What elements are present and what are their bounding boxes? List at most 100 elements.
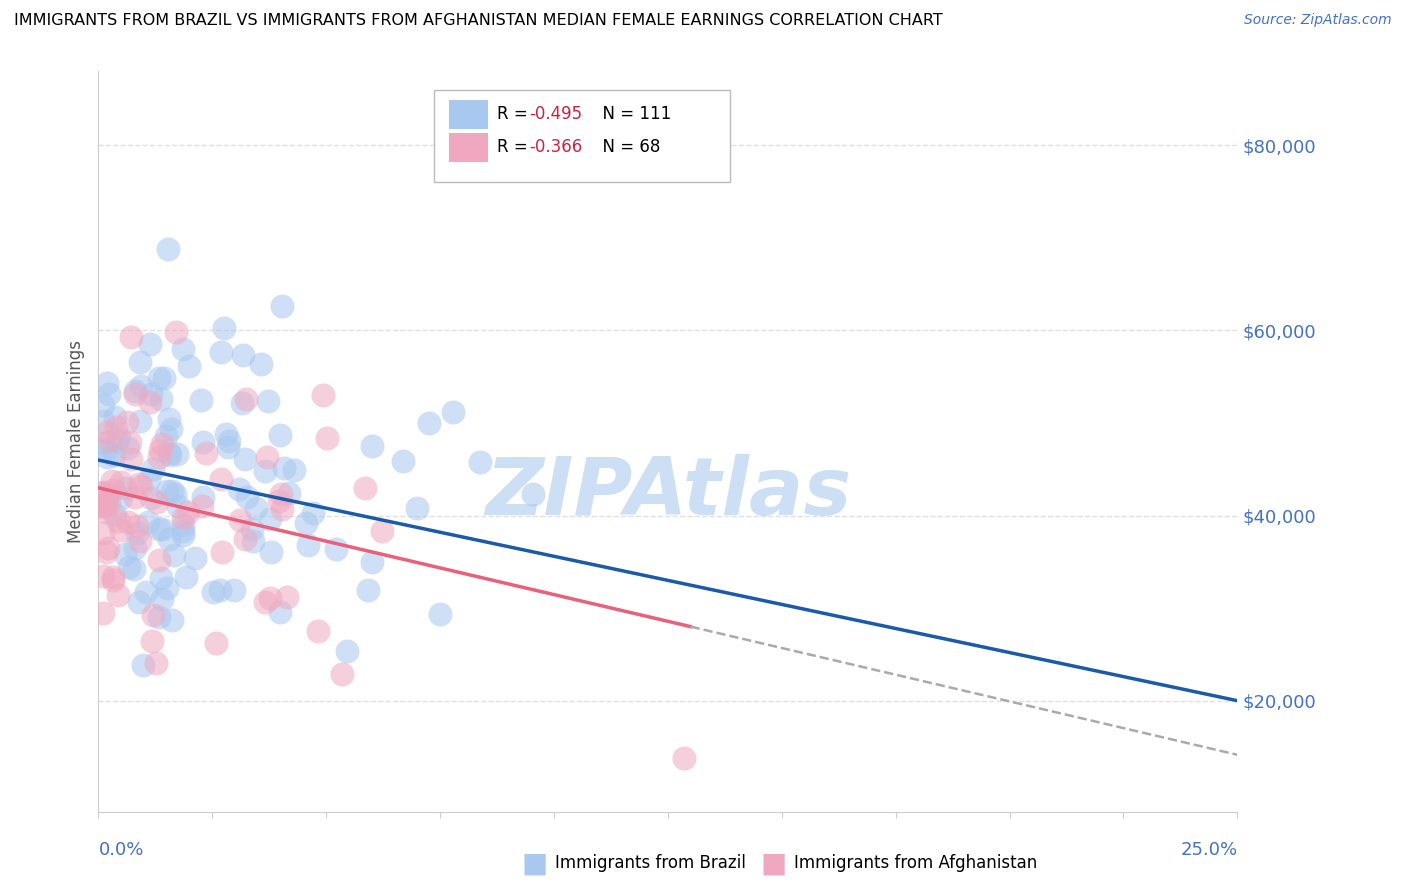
Text: N = 68: N = 68 bbox=[592, 138, 659, 156]
Point bbox=[191, 490, 214, 504]
Point bbox=[370, 524, 392, 539]
Point bbox=[149, 443, 172, 458]
Point bbox=[418, 416, 440, 430]
Point bbox=[105, 419, 128, 434]
Point bbox=[156, 582, 179, 596]
Point bbox=[160, 484, 183, 499]
Point bbox=[138, 472, 160, 486]
Point bbox=[110, 491, 132, 505]
Point bbox=[114, 481, 136, 495]
Point bbox=[162, 613, 184, 627]
Point bbox=[91, 606, 114, 620]
Text: R =: R = bbox=[498, 138, 533, 156]
Point bbox=[245, 501, 267, 516]
Point bbox=[149, 571, 172, 585]
Text: 0.0%: 0.0% bbox=[98, 841, 143, 859]
Point bbox=[392, 454, 415, 468]
Point bbox=[128, 476, 150, 491]
Point bbox=[129, 479, 152, 493]
Point bbox=[273, 460, 295, 475]
Point bbox=[157, 412, 180, 426]
Point bbox=[468, 454, 491, 468]
Point bbox=[165, 325, 187, 339]
Point bbox=[177, 505, 200, 519]
Point bbox=[128, 595, 150, 609]
Point bbox=[177, 359, 200, 374]
Text: -0.366: -0.366 bbox=[529, 138, 582, 156]
Point bbox=[209, 583, 232, 598]
Point bbox=[228, 483, 250, 497]
Point bbox=[294, 516, 316, 531]
Point bbox=[96, 498, 118, 512]
Point bbox=[269, 428, 291, 442]
Point bbox=[233, 532, 256, 546]
Point bbox=[118, 560, 141, 574]
Point bbox=[172, 524, 194, 538]
Point bbox=[105, 434, 128, 449]
Point bbox=[233, 452, 256, 467]
Point bbox=[122, 562, 145, 576]
Point bbox=[97, 541, 120, 555]
Point bbox=[96, 376, 118, 390]
Point bbox=[129, 414, 152, 428]
Point bbox=[354, 482, 377, 496]
Point bbox=[522, 487, 544, 501]
Point bbox=[124, 384, 146, 398]
Point bbox=[242, 534, 264, 549]
Point bbox=[96, 545, 118, 559]
Point bbox=[361, 555, 384, 569]
FancyBboxPatch shape bbox=[449, 133, 488, 161]
Point bbox=[166, 447, 188, 461]
FancyBboxPatch shape bbox=[449, 100, 488, 129]
Point bbox=[172, 518, 194, 533]
Point bbox=[155, 428, 177, 442]
Point bbox=[117, 516, 139, 530]
Point bbox=[96, 425, 118, 440]
Point bbox=[184, 551, 207, 566]
Point bbox=[139, 336, 162, 351]
Point bbox=[110, 475, 132, 489]
Point bbox=[156, 484, 179, 499]
Point bbox=[136, 515, 159, 529]
Point bbox=[211, 545, 233, 559]
Point bbox=[120, 330, 142, 344]
Point bbox=[257, 394, 280, 409]
Point bbox=[148, 371, 170, 385]
Point bbox=[205, 636, 228, 650]
Point bbox=[117, 441, 139, 455]
Point bbox=[209, 345, 232, 359]
Point bbox=[148, 553, 170, 567]
Point bbox=[231, 396, 253, 410]
Point bbox=[232, 348, 254, 362]
Point bbox=[131, 379, 153, 393]
Point bbox=[312, 388, 335, 402]
Point bbox=[217, 440, 239, 454]
Text: Immigrants from Brazil: Immigrants from Brazil bbox=[555, 855, 747, 872]
Point bbox=[259, 591, 281, 605]
Point bbox=[127, 526, 149, 541]
Point bbox=[360, 439, 382, 453]
Point bbox=[163, 548, 186, 562]
Point bbox=[166, 499, 188, 513]
Point bbox=[283, 463, 305, 477]
Point bbox=[91, 486, 114, 500]
Point bbox=[100, 475, 122, 489]
Point bbox=[139, 491, 162, 505]
Point bbox=[110, 524, 132, 538]
Point bbox=[103, 483, 125, 498]
Point bbox=[141, 387, 163, 401]
Point bbox=[91, 398, 114, 412]
Point bbox=[149, 392, 172, 407]
Point bbox=[114, 547, 136, 561]
Point bbox=[307, 624, 329, 639]
Point bbox=[191, 434, 214, 449]
Point bbox=[157, 446, 180, 460]
Point bbox=[101, 570, 124, 584]
Point bbox=[91, 500, 114, 514]
Text: ■: ■ bbox=[761, 849, 786, 878]
Point bbox=[101, 573, 124, 587]
Point bbox=[215, 426, 238, 441]
Text: -0.495: -0.495 bbox=[529, 105, 582, 123]
Point bbox=[148, 450, 170, 464]
Point bbox=[240, 522, 263, 536]
